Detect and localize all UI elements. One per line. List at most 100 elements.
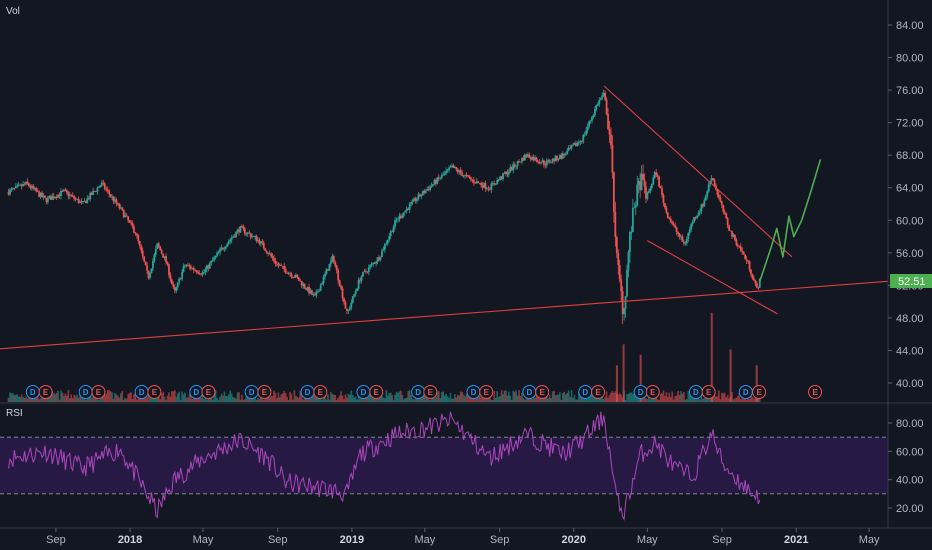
volume-bar (438, 391, 440, 402)
candle-body (303, 283, 306, 289)
trendline[interactable] (603, 85, 793, 258)
candle-body (219, 249, 221, 253)
volume-bar (171, 391, 173, 402)
candle-body (60, 191, 62, 196)
volume-bar (678, 394, 681, 402)
candle-body (636, 184, 639, 206)
candle-body (496, 180, 499, 185)
volume-bar (578, 391, 580, 402)
volume-bar (659, 393, 662, 402)
candle-body (475, 181, 478, 184)
volume-bar (28, 395, 30, 402)
volume-bar (279, 397, 281, 402)
candle-body (363, 270, 366, 272)
candle-body (173, 287, 176, 291)
projection-path[interactable] (759, 159, 822, 282)
volume-bar (547, 398, 550, 402)
candle-body (420, 195, 423, 197)
rsi-pane (0, 411, 888, 521)
volume-bar (290, 393, 293, 402)
candle-body (753, 278, 755, 281)
candle-body (734, 234, 736, 240)
candle-body (661, 188, 663, 196)
trendline[interactable] (647, 240, 778, 315)
volume-bar (456, 394, 459, 402)
candle-body (664, 203, 666, 208)
volume-bar (556, 395, 558, 402)
volume-bar (535, 391, 538, 402)
volume-bar (515, 390, 517, 402)
volume-bar (365, 397, 367, 402)
candle-body (311, 290, 313, 295)
candle-body (331, 255, 334, 261)
event-marker-label: D (193, 388, 199, 397)
candle-body (98, 186, 100, 188)
volume-bar (60, 390, 62, 402)
candle-body (427, 189, 430, 191)
volume-bar (735, 397, 738, 402)
volume-bar (198, 396, 201, 402)
event-marker-label: D (361, 388, 367, 397)
candle-body (67, 192, 70, 197)
candle-body (523, 154, 526, 161)
candle-body (701, 204, 704, 207)
earnings-marker (591, 385, 606, 399)
volume-bar (490, 399, 493, 402)
volume-bar (79, 392, 81, 402)
candle-body (289, 273, 291, 274)
candle-body (30, 185, 33, 188)
candle-body (200, 273, 202, 275)
volume-bar (227, 394, 230, 402)
volume-bar (750, 395, 752, 402)
candle-body (703, 200, 706, 207)
trendlines[interactable] (0, 85, 889, 350)
volume-bar (163, 396, 166, 402)
candle-body (535, 157, 538, 162)
volume-bar (325, 399, 328, 402)
volume-bar (493, 390, 496, 402)
candle-body (569, 147, 572, 149)
event-marker-label: E (756, 388, 762, 397)
candle-body (329, 260, 332, 265)
candle-body (649, 188, 652, 192)
volume-bar (681, 393, 684, 402)
y-tick-label: 72.00 (896, 118, 924, 130)
candle-body (356, 288, 359, 291)
candle-body (529, 157, 532, 160)
candle-body (203, 271, 205, 273)
candle-body (130, 221, 132, 223)
volume-bar (688, 394, 691, 402)
candle-body (561, 153, 564, 159)
volume-bar (723, 392, 726, 402)
volume-bar (185, 397, 188, 402)
candle-body (682, 241, 685, 244)
candle-body (280, 265, 283, 267)
candle-body (391, 231, 394, 233)
candle-body (706, 191, 709, 197)
candle-body (436, 177, 439, 184)
volume-bar (467, 391, 469, 402)
candle-body (141, 250, 144, 257)
volume-bar (445, 394, 447, 402)
projection-line[interactable] (759, 159, 822, 282)
volume-bar (680, 391, 682, 402)
candle-body (178, 278, 181, 283)
volume-bar (582, 398, 585, 402)
volume-bar (424, 395, 427, 402)
volume-bar (25, 396, 27, 402)
volume-bar (407, 391, 410, 402)
candle-body (474, 182, 477, 184)
candle-body (28, 183, 30, 187)
volume-bar (292, 399, 294, 402)
candle-body (54, 197, 57, 199)
volume-bar (477, 395, 480, 402)
volume-bar (567, 390, 570, 402)
volume-bar (483, 396, 485, 402)
event-marker-label: D (638, 388, 644, 397)
volume-bar (179, 399, 182, 402)
volume-bar (324, 396, 326, 402)
event-marker-label: E (484, 388, 490, 397)
candle-body (299, 280, 302, 282)
volume-bar (624, 399, 627, 402)
